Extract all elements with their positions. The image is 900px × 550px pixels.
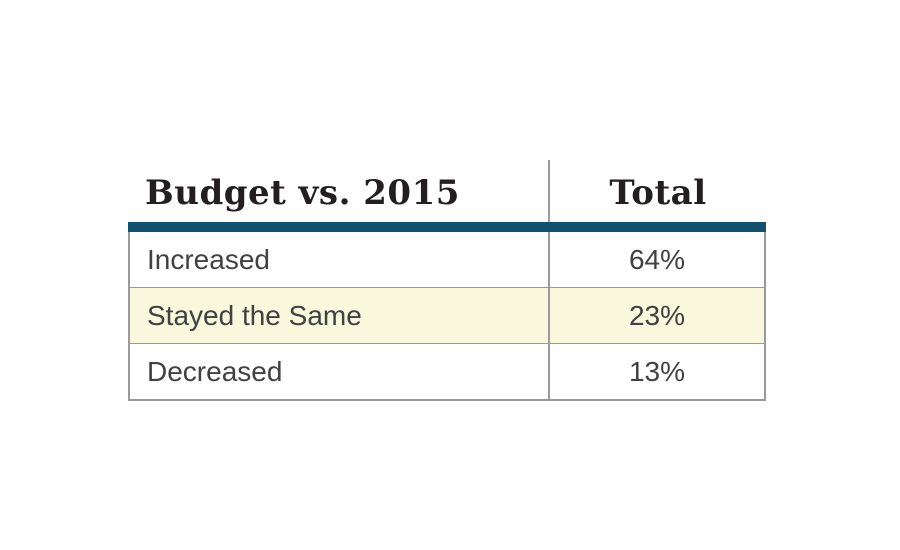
row-label-increased: Increased (130, 232, 550, 287)
table-row-decreased: Decreased 13% (130, 343, 764, 399)
table-row-increased: Increased 64% (130, 232, 764, 287)
row-value-decreased: 13% (628, 355, 686, 387)
header-total: Total (609, 173, 707, 213)
budget-vs-2015-table: Budget vs. 2015 Total Increased 64% Stay… (128, 160, 766, 401)
table-row-stayed-the-same: Stayed the Same 23% (130, 287, 764, 343)
row-value-increased: 64% (628, 243, 686, 275)
row-label-stayed-the-same: Stayed the Same (130, 288, 550, 343)
table-header-row: Budget vs. 2015 Total (128, 160, 766, 222)
accent-divider-bar (128, 222, 766, 232)
header-budget-vs-2015: Budget vs. 2015 (128, 160, 550, 222)
row-label-decreased: Decreased (130, 344, 550, 399)
table-body: Increased 64% Stayed the Same 23% Decrea… (128, 232, 766, 401)
row-value-stayed-the-same: 23% (628, 299, 686, 331)
